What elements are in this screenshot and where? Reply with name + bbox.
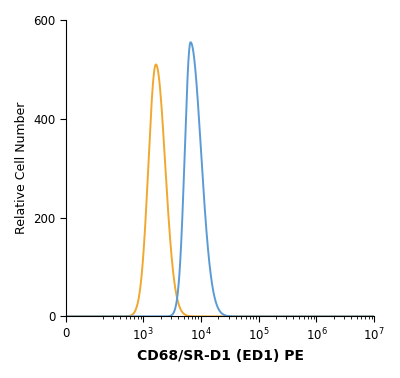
X-axis label: CD68/SR-D1 (ED1) PE: CD68/SR-D1 (ED1) PE	[137, 349, 304, 363]
Y-axis label: Relative Cell Number: Relative Cell Number	[15, 102, 28, 234]
